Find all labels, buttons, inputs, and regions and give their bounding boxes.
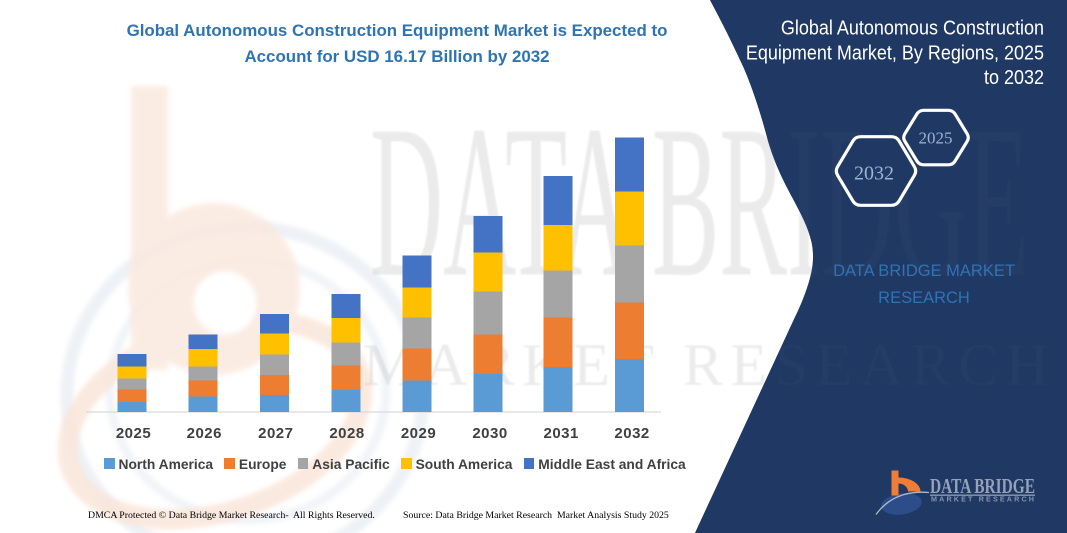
svg-text:MARKET RESEARCH: MARKET RESEARCH xyxy=(931,495,1034,504)
svg-text:2025: 2025 xyxy=(919,129,953,148)
svg-text:DATA BRIDGE: DATA BRIDGE xyxy=(930,474,1035,498)
svg-text:2032: 2032 xyxy=(854,162,894,184)
